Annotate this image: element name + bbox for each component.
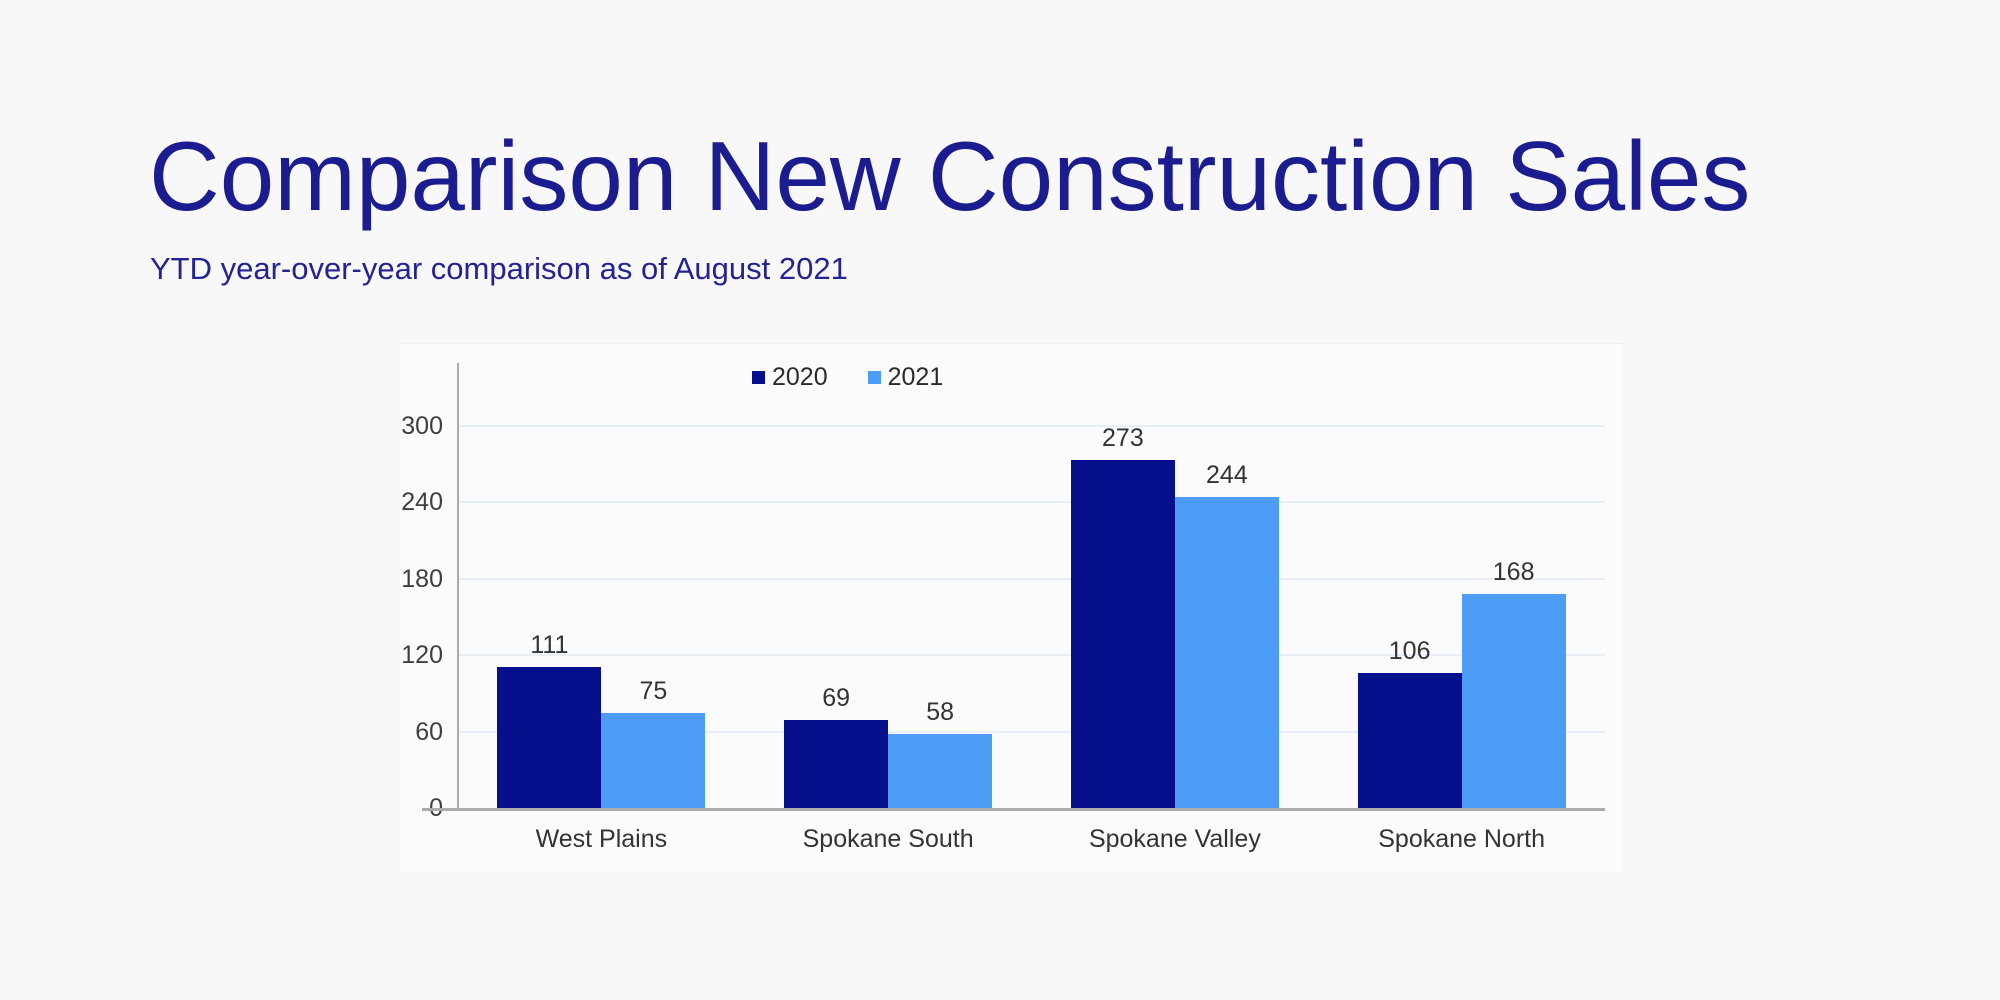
value-label-2021-spokane-valley: 244 <box>1206 461 1248 490</box>
value-label-2020-spokane-north: 106 <box>1388 637 1431 666</box>
bar-2020-spokane-north <box>1357 673 1462 808</box>
y-tick-300: 300 <box>401 412 443 440</box>
x-label-spokane-valley: Spokane Valley <box>1088 825 1261 853</box>
bar-2021-spokane-valley <box>1174 497 1279 808</box>
gridline-60 <box>458 730 1605 733</box>
value-label-2021-spokane-south: 58 <box>926 698 955 727</box>
legend-label-2020: 2020 <box>772 363 828 391</box>
legend-swatch-2020 <box>752 371 765 384</box>
y-axis-line <box>457 363 459 810</box>
page-title: Comparison New Construction Sales <box>149 121 1751 231</box>
chart-legend: 2020 2021 <box>752 365 943 390</box>
bar-2021-spokane-north <box>1461 594 1566 808</box>
bar-2021-west-plains <box>601 712 706 808</box>
bar-2020-spokane-south <box>784 720 889 808</box>
y-tick-180: 180 <box>401 564 443 593</box>
value-label-2020-spokane-south: 69 <box>822 684 851 713</box>
legend-item-2020: 2020 <box>752 365 828 390</box>
value-label-2020-spokane-valley: 273 <box>1102 424 1144 453</box>
gridline-120 <box>458 654 1605 657</box>
value-label-2021-west-plains: 75 <box>639 676 668 705</box>
bar-2020-spokane-valley <box>1070 460 1175 808</box>
gridline-180 <box>458 577 1605 580</box>
y-tick-240: 240 <box>401 488 443 517</box>
gridline-300 <box>458 425 1605 427</box>
value-label-2020-west-plains: 111 <box>530 630 569 659</box>
legend-swatch-2021 <box>867 371 881 384</box>
x-label-spokane-north: Spokane North <box>1378 825 1546 853</box>
x-label-west-plains: West Plains <box>535 825 668 853</box>
legend-item-2021: 2021 <box>867 363 944 391</box>
gridline-240 <box>458 501 1605 504</box>
y-tick-60: 60 <box>415 717 443 746</box>
value-label-2021-spokane-north: 168 <box>1492 558 1535 587</box>
bar-2020-west-plains <box>497 666 602 808</box>
bar-2021-spokane-south <box>888 734 993 808</box>
page-subtitle: YTD year-over-year comparison as of Augu… <box>150 251 848 286</box>
legend-label-2021: 2021 <box>887 363 944 391</box>
x-axis-line <box>422 808 1605 811</box>
x-label-spokane-south: Spokane South <box>802 825 974 853</box>
y-tick-120: 120 <box>401 641 443 670</box>
